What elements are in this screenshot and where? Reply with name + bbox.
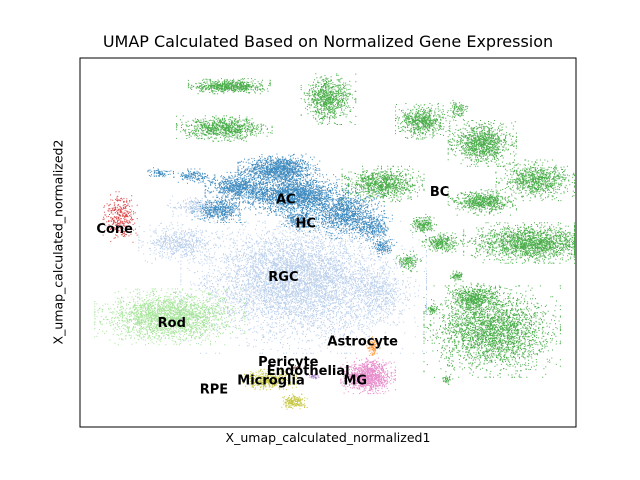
cluster-mg-marks xyxy=(340,357,396,395)
x-axis-label: X_umap_calculated_normalized1 xyxy=(225,430,431,445)
cluster-endothelial-marks xyxy=(306,371,320,380)
cluster-label-pericyte: Pericyte xyxy=(258,355,319,370)
cluster-label-hc: HC xyxy=(295,217,315,232)
cluster-pericyte-marks xyxy=(289,364,302,372)
cluster-label-rod: Rod xyxy=(158,316,186,331)
cluster-microglia-points xyxy=(241,368,308,410)
cluster-label-microglia: Microglia xyxy=(237,373,304,388)
scatter-points-layer xyxy=(94,73,575,410)
y-axis-label: X_umap_calculated_normalized2 xyxy=(50,139,66,345)
cluster-astrocyte-points xyxy=(366,336,381,356)
cluster-ac-marks xyxy=(147,153,398,258)
cluster-ac-points xyxy=(147,153,398,258)
cluster-pericyte-points xyxy=(289,364,302,372)
cluster-label-mg: MG xyxy=(343,373,367,388)
cluster-label-rpe: RPE xyxy=(200,383,228,398)
cluster-endothelial-points xyxy=(306,371,320,380)
cluster-astrocyte-marks xyxy=(366,336,381,356)
cluster-mg-points xyxy=(340,357,396,395)
cluster-cone-points xyxy=(102,191,138,243)
cluster-rod-marks xyxy=(94,288,246,346)
cluster-cone-marks xyxy=(102,191,138,243)
cluster-bc-points xyxy=(176,73,575,385)
chart-title: UMAP Calculated Based on Normalized Gene… xyxy=(102,32,554,51)
cluster-labels-layer: AC HC BC Cone RGC Rod Astrocyte PericyteEndothe… xyxy=(96,185,449,397)
cluster-label-bc: BC xyxy=(430,185,449,200)
cluster-label-rgc: RGC xyxy=(268,270,298,285)
cluster-label-cone: Cone xyxy=(96,222,133,237)
cluster-rod-points xyxy=(94,288,246,346)
cluster-bc-marks xyxy=(176,73,575,385)
axes-frame xyxy=(79,57,577,428)
cluster-label-endothelial: Endothelial xyxy=(267,364,350,379)
cluster-label-astrocyte: Astrocyte xyxy=(327,335,398,350)
cluster-microglia-marks xyxy=(241,368,308,410)
cluster-label-ac: AC xyxy=(276,193,296,208)
